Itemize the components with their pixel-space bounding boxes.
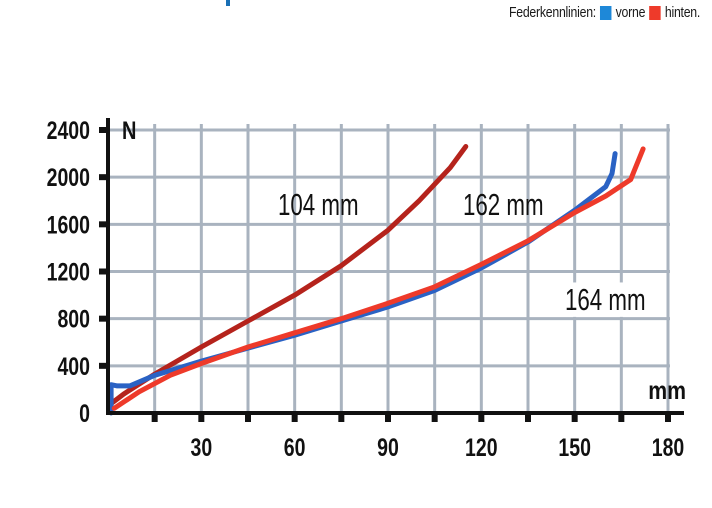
y-tick-label: 1600 (47, 211, 90, 239)
x-tick (291, 413, 298, 422)
y-tick-label: 0 (79, 400, 90, 428)
y-tick-label: 800 (57, 305, 90, 333)
chart-axes (99, 118, 684, 422)
x-tick (571, 413, 578, 422)
x-tick (151, 413, 158, 422)
y-axis-label: N (122, 117, 136, 145)
y-tick (99, 127, 108, 133)
x-tick-label: 180 (652, 434, 685, 462)
x-tick (198, 413, 205, 422)
chart-grid (108, 124, 670, 413)
x-tick-label: 60 (284, 434, 306, 462)
x-tick-label: 120 (465, 434, 498, 462)
x-tick (338, 413, 345, 422)
y-tick (99, 221, 108, 228)
y-tick-label: 2400 (47, 117, 90, 145)
curve-annotation: 162 mm (463, 187, 544, 221)
y-tick-label: 2000 (47, 164, 90, 192)
chart-labels: 0 400 800 1200 1600 2000 2400 30 60 90 120 150 180 Nm… (47, 117, 686, 462)
legend-label-vorne: vorne (615, 4, 646, 21)
legend-swatch-vorne (599, 5, 612, 20)
chart-series (108, 144, 646, 416)
x-tick (245, 413, 251, 422)
x-tick (525, 413, 531, 422)
series-line-2 (111, 146, 646, 411)
x-tick (665, 413, 671, 422)
y-tick-label: 400 (57, 353, 90, 381)
x-tick-label: 150 (558, 434, 591, 462)
y-tick (99, 362, 108, 369)
curve-annotation: 104 mm (278, 187, 359, 221)
y-tick (99, 268, 108, 275)
chart-legend: Federkennlinien: vorne hinten. (509, 4, 700, 21)
y-tick-label: 1200 (47, 258, 90, 286)
legend-title: Federkennlinien: (508, 4, 596, 21)
legend-label-hinten: hinten. (664, 4, 700, 21)
y-tick (99, 174, 108, 181)
y-tick (99, 315, 108, 322)
curve-annotation: 164 mm (565, 282, 646, 316)
x-tick-label: 90 (377, 434, 399, 462)
x-tick (385, 413, 391, 422)
x-axis-label: mm (648, 376, 686, 404)
x-tick-label: 30 (190, 434, 212, 462)
x-tick (618, 413, 625, 422)
cropped-title-fragment (226, 0, 230, 6)
x-tick (431, 413, 438, 422)
x-tick (478, 413, 485, 422)
legend-swatch-hinten (649, 5, 661, 20)
